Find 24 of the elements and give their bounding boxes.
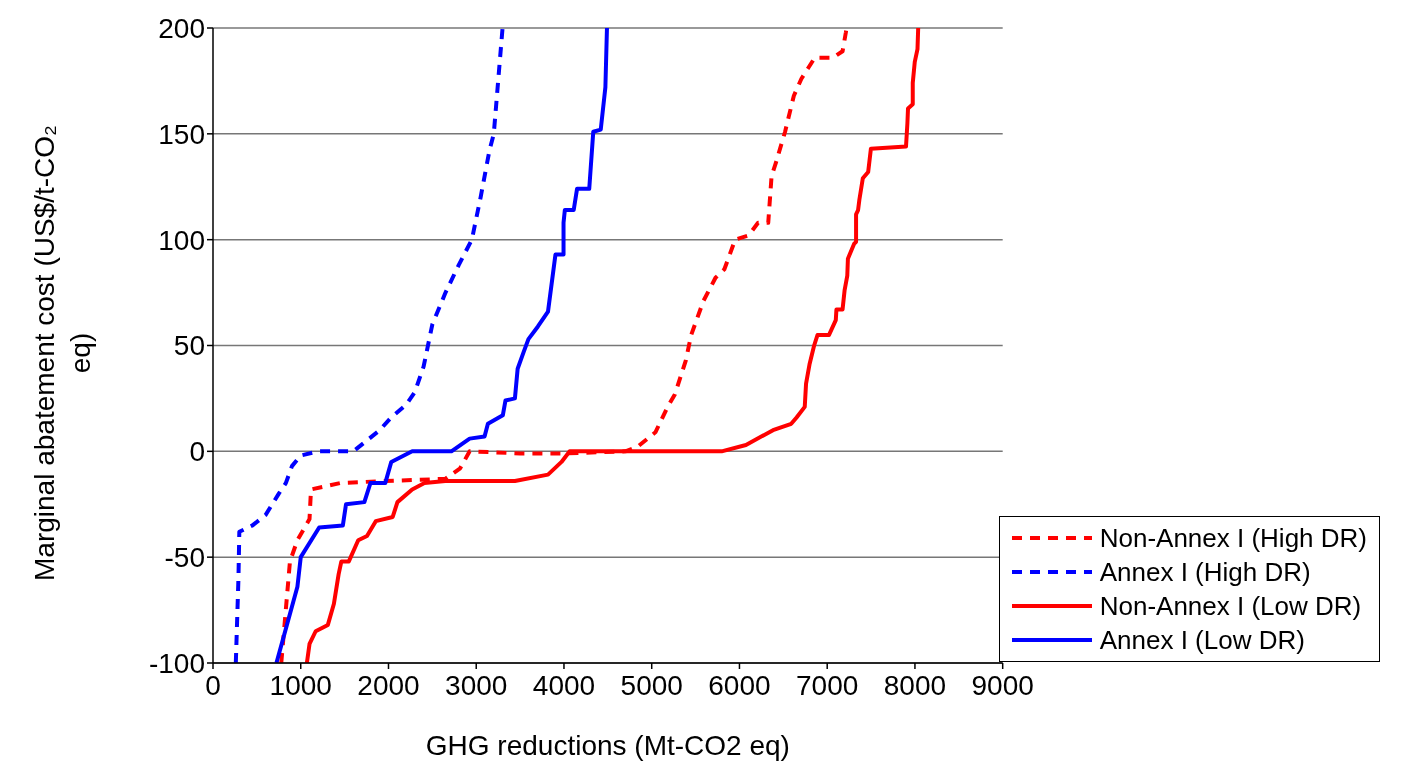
y-tick-label: 50	[173, 330, 205, 362]
y-tick-label: -50	[164, 542, 205, 574]
y-tick-label: 100	[158, 224, 205, 256]
y-tick-label: 0	[189, 436, 205, 468]
x-tick-label: 9000	[971, 669, 1034, 701]
x-tick-label: 3000	[445, 669, 508, 701]
y-axis-title: Marginal abatement cost (US$/t-CO₂ eq)	[28, 124, 97, 583]
y-tick-label: 150	[158, 118, 205, 150]
line-series	[274, 28, 609, 663]
x-tick-label: 6000	[708, 669, 771, 701]
x-tick-label: 8000	[883, 669, 947, 701]
legend-label: Annex I (High DR)	[1099, 556, 1311, 588]
line-series	[233, 28, 505, 663]
x-tick-label: 7000	[796, 669, 859, 701]
legend-label: Non-Annex I (Low DR)	[1099, 590, 1362, 622]
x-tick-label: 5000	[620, 669, 683, 701]
y-tick-label: -100	[148, 647, 205, 679]
x-tick-label: 2000	[357, 669, 420, 701]
legend-label: Annex I (Low DR)	[1099, 624, 1305, 656]
x-tick-label: 4000	[532, 669, 596, 701]
x-tick-label: 1000	[269, 669, 332, 701]
legend-label: Non-Annex I (High DR)	[1099, 522, 1367, 554]
y-tick-label: 200	[158, 12, 205, 44]
x-axis-title: GHG reductions (Mt-CO2 eq)	[425, 730, 790, 761]
